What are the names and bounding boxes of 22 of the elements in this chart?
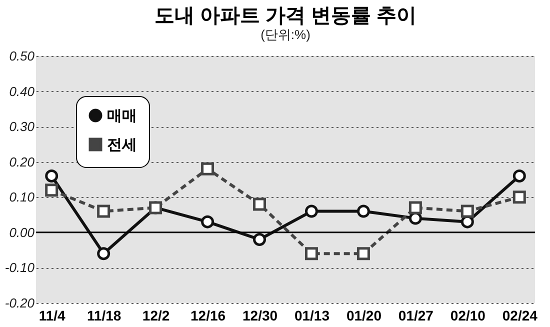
y-tick-label: 0.20	[9, 154, 36, 170]
x-tick-label: 02/24	[502, 308, 538, 324]
y-tick-label: 0.30	[9, 119, 36, 134]
y-tick-label: -0.20	[4, 296, 36, 310]
x-tick-label: 12/16	[190, 308, 226, 324]
chart-title: 도내 아파트 가격 변동률 추이	[154, 5, 417, 27]
y-tick-label: 0.50	[9, 48, 36, 64]
y-tick-label: -0.10	[4, 260, 36, 276]
legend-label: 매매	[107, 108, 137, 124]
x-tick-label: 11/4	[38, 308, 66, 324]
y-tick-label: 0.00	[9, 224, 36, 240]
x-tick-label: 01/20	[346, 308, 382, 324]
x-tick-label: 12/2	[142, 308, 170, 324]
x-tick-label: 12/30	[242, 308, 278, 324]
x-tick-label: 01/13	[294, 308, 330, 324]
x-tick-label: 02/10	[450, 308, 486, 324]
y-tick-label: 0.40	[9, 84, 36, 99]
y-tick-label: 0.10	[9, 190, 36, 205]
chart-subtitle: (단위:%)	[260, 27, 310, 42]
x-tick-label: 11/18	[86, 308, 122, 324]
legend-label: 전세	[107, 136, 137, 154]
x-tick-label: 01/27	[398, 308, 434, 324]
